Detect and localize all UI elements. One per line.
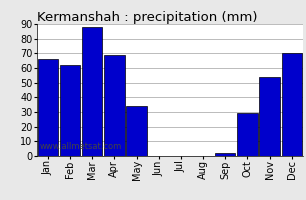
Bar [104,55,125,156]
Bar [38,59,58,156]
Text: www.allmetsat.com: www.allmetsat.com [39,142,121,151]
Bar [237,113,258,156]
Bar [215,153,236,156]
Bar [82,27,103,156]
Bar [60,65,80,156]
Bar [126,106,147,156]
Text: Kermanshah : precipitation (mm): Kermanshah : precipitation (mm) [37,11,257,24]
Bar [259,77,280,156]
Bar [282,53,302,156]
